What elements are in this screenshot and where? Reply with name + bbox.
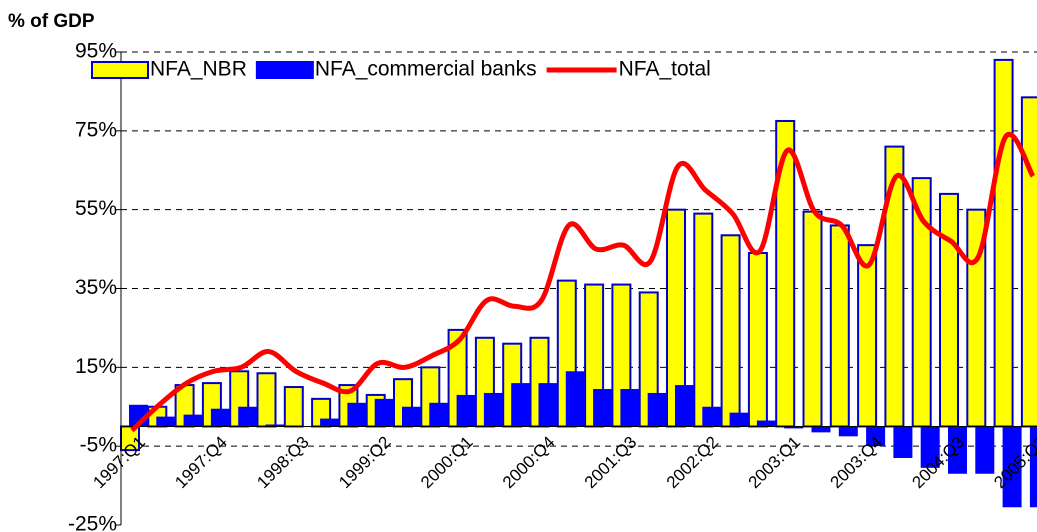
bar <box>1002 426 1022 508</box>
bar <box>456 394 476 427</box>
bar <box>702 406 722 427</box>
bar <box>939 192 959 428</box>
y-tick-label: 35% <box>75 276 117 299</box>
bar <box>283 386 304 428</box>
bar <box>720 234 741 428</box>
legend-swatch <box>255 61 314 79</box>
bar <box>593 389 613 427</box>
x-tick-label: 1999:Q2 <box>335 433 395 493</box>
bar <box>693 212 714 428</box>
bar <box>811 426 831 433</box>
bar <box>429 402 449 427</box>
x-tick-label: 1997:Q4 <box>171 433 231 493</box>
bar <box>729 412 749 427</box>
bar <box>893 426 913 458</box>
y-tick-label: -5% <box>80 434 117 457</box>
bar <box>838 426 858 437</box>
bar <box>948 426 967 474</box>
y-tick-label: 95% <box>75 40 117 63</box>
bar <box>829 224 850 428</box>
bar <box>156 416 176 427</box>
bar <box>183 414 203 427</box>
bar <box>210 408 230 427</box>
bar <box>620 389 640 427</box>
bar <box>238 406 258 427</box>
bar <box>647 392 667 427</box>
bar <box>747 252 768 428</box>
bar <box>347 402 367 427</box>
line <box>130 131 1036 433</box>
bar <box>374 398 394 427</box>
bar <box>675 385 694 427</box>
x-tick-label: 2002:Q2 <box>663 433 723 493</box>
y-tick-label: 55% <box>75 197 117 220</box>
bar <box>265 424 285 427</box>
bar <box>565 371 585 427</box>
bar <box>1020 96 1037 428</box>
bar <box>920 426 940 468</box>
legend-label: NFA_total <box>619 58 711 81</box>
y-tick-label: -25% <box>68 513 117 532</box>
bar <box>756 420 776 427</box>
bar <box>402 406 421 427</box>
legend-label: NFA_NBR <box>150 58 247 81</box>
legend-swatch <box>91 61 149 79</box>
legend: NFA_NBR NFA_commercial banks NFA_total <box>91 58 711 81</box>
bar <box>975 426 995 474</box>
x-tick-label: 2001:Q3 <box>581 433 641 493</box>
bar <box>511 383 531 427</box>
bar <box>538 383 558 427</box>
bar <box>866 426 886 447</box>
bar <box>483 392 503 427</box>
legend-label: NFA_commercial banks <box>315 58 537 81</box>
y-tick-label: 15% <box>75 355 117 378</box>
chart-title: % of GDP <box>8 11 95 32</box>
bar <box>1029 426 1037 508</box>
bar <box>784 426 804 429</box>
x-tick-label: 1998:Q3 <box>253 433 313 493</box>
bar <box>857 244 878 428</box>
x-tick-label: 2003:Q4 <box>827 433 887 493</box>
x-tick-label: 2000:Q1 <box>417 433 477 493</box>
bar <box>320 418 340 427</box>
bar <box>256 372 277 428</box>
x-tick-label: 2003:Q1 <box>745 433 805 493</box>
bar <box>993 58 1014 428</box>
bar <box>802 210 823 428</box>
y-tick-label: 75% <box>75 118 117 141</box>
x-tick-label: 2000:Q4 <box>499 433 559 493</box>
